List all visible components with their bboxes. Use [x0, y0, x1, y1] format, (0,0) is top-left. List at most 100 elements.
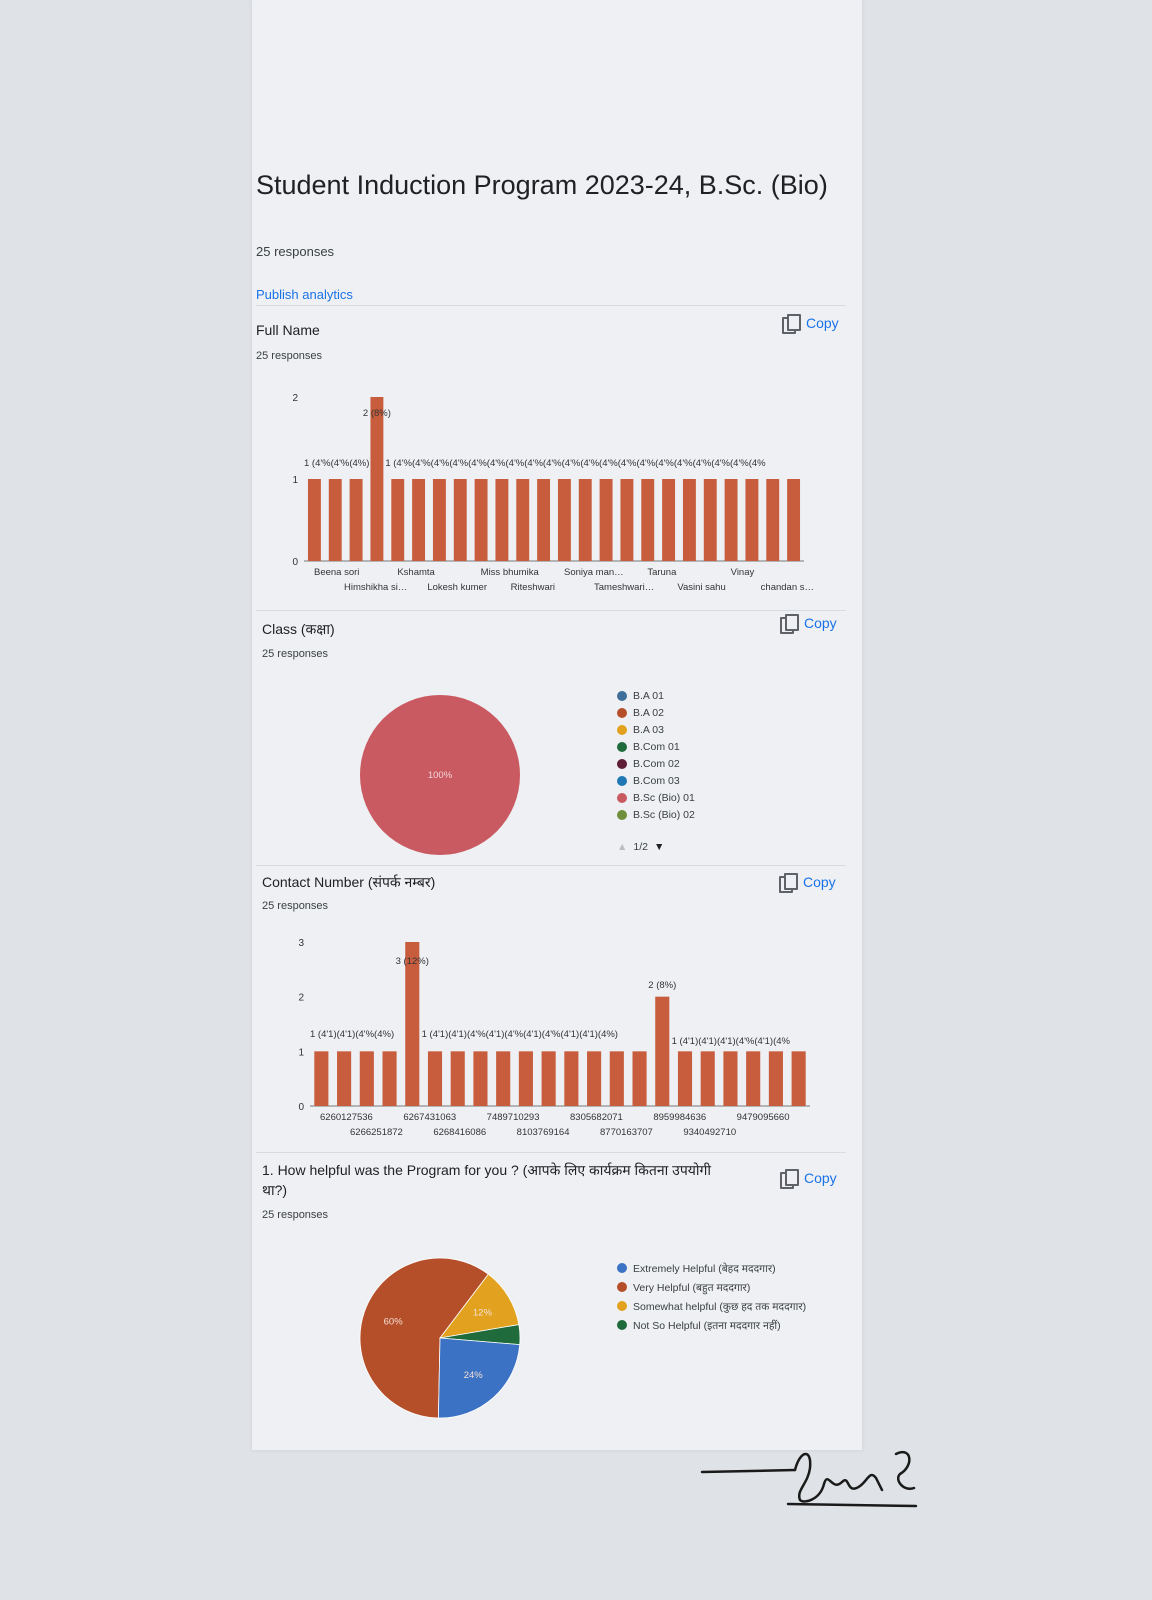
question-title-full-name: Full Name	[256, 322, 320, 338]
copy-chart-button-full-name[interactable]: Copy	[782, 314, 839, 334]
copy-label: Copy	[804, 615, 837, 631]
helpful-pie-chart: 60% 12% 24%	[359, 1257, 521, 1419]
full-name-bar-chart: 0 1 2 2 (8%) 1 (4'%(4'%(4%) 1 (4'%(4'%(4'%(4'…	[292, 393, 814, 593]
bar	[787, 479, 801, 561]
legend-swatch	[617, 1263, 627, 1273]
chevron-up-icon[interactable]: ▲	[617, 841, 628, 853]
question-responses-class: 25 responses	[262, 648, 329, 660]
handwritten-signature	[700, 1450, 918, 1508]
bar	[609, 1051, 624, 1106]
pie-slice	[360, 695, 520, 855]
legend-item: B.Com 02	[617, 758, 817, 770]
x-tick-label: 8103769164	[517, 1127, 570, 1138]
data-label: 1 (4'1)(4'1)(4'%(4'1)(4'%(4'1)(4'%(4'1)(…	[422, 1029, 618, 1040]
pie-slice	[437, 1337, 521, 1419]
bar	[766, 479, 780, 561]
copy-label: Copy	[804, 1170, 837, 1186]
legend-item: B.A 01	[617, 690, 817, 702]
legend-item: B.A 02	[617, 707, 817, 719]
legend-swatch	[617, 776, 627, 786]
bar	[723, 1051, 738, 1106]
question-responses-helpful: 25 responses	[262, 1209, 329, 1221]
bar	[662, 479, 676, 561]
legend-pager[interactable]: ▲ 1/2 ▼	[617, 841, 664, 853]
pie-slice	[359, 1257, 489, 1419]
legend-label: B.A 01	[633, 690, 664, 702]
bar	[564, 1051, 579, 1106]
legend-label: B.Com 03	[633, 775, 680, 787]
x-tick-label: chandan s…	[761, 582, 814, 593]
copy-icon	[782, 314, 801, 334]
legend-item: B.Com 01	[617, 741, 817, 753]
y-tick-label: 1	[298, 1047, 304, 1058]
bar	[405, 942, 420, 1106]
y-tick-label: 0	[298, 1102, 304, 1113]
chevron-down-icon[interactable]: ▼	[654, 841, 665, 853]
bar	[412, 479, 426, 561]
copy-chart-button-contact[interactable]: Copy	[779, 873, 836, 893]
bar	[599, 479, 613, 561]
bar	[518, 1051, 533, 1106]
data-label: 2 (8%)	[648, 980, 676, 991]
copy-chart-button-helpful[interactable]: Copy	[780, 1169, 837, 1189]
form-title: Student Induction Program 2023-24, B.Sc.…	[256, 170, 828, 200]
bar	[359, 1051, 374, 1106]
x-tick-label: Himshikha si…	[344, 582, 407, 593]
pie-slice	[439, 1273, 520, 1339]
legend-label: Very Helpful (बहुत मददगार)	[633, 1282, 751, 1294]
bar	[587, 1051, 602, 1106]
divider	[256, 610, 846, 611]
bar	[632, 1051, 647, 1106]
legend-swatch	[617, 691, 627, 701]
data-label: 1 (4'%(4'%(4%)	[304, 458, 369, 469]
copy-chart-button-class[interactable]: Copy	[780, 614, 837, 634]
legend-item: B.Sc (Bio) 02	[617, 809, 817, 821]
bar	[391, 479, 405, 561]
x-tick-label: Tameshwari…	[594, 582, 654, 593]
x-tick-label: Vinay	[731, 567, 755, 578]
question-responses-contact: 25 responses	[262, 900, 329, 912]
legend-label: B.Com 02	[633, 758, 680, 770]
class-legend: B.A 01 B.A 02 B.A 03 B.Com 01 B.Com 02 B.Com …	[617, 690, 817, 826]
bar	[620, 479, 634, 561]
copy-label: Copy	[803, 874, 836, 890]
legend-item: B.Sc (Bio) 01	[617, 792, 817, 804]
legend-item: B.A 03	[617, 724, 817, 736]
bar	[745, 479, 759, 561]
legend-item: Somewhat helpful (कुछ हद तक मददगार)	[617, 1300, 807, 1314]
bar	[700, 1051, 715, 1106]
pie-slice-label: 12%	[473, 1307, 493, 1318]
legend-label: Extremely Helpful (बेहद मददगार)	[633, 1263, 776, 1275]
bar	[349, 479, 363, 561]
publish-analytics-link[interactable]: Publish analytics	[256, 287, 353, 302]
y-tick-label: 0	[292, 557, 298, 568]
bar	[791, 1051, 806, 1106]
bar	[578, 479, 592, 561]
x-tick-label: 8959984636	[653, 1112, 706, 1123]
x-tick-label: Miss bhumika	[481, 567, 540, 578]
legend-label: B.Sc (Bio) 01	[633, 792, 695, 804]
x-tick-label: 6268416086	[433, 1127, 486, 1138]
copy-icon	[780, 614, 799, 634]
bar	[473, 1051, 488, 1106]
bar	[746, 1051, 761, 1106]
data-label: 3 (12%)	[396, 956, 429, 967]
bar	[337, 1051, 352, 1106]
legend-label: B.A 03	[633, 724, 664, 736]
bar	[703, 479, 717, 561]
data-label: 1 (4'1)(4'1)(4'%(4%)	[310, 1029, 394, 1040]
legend-swatch	[617, 793, 627, 803]
x-tick-label: 6260127536	[320, 1112, 373, 1123]
data-label: 1 (4'1)(4'1)(4'1)(4'%(4'1)(4%	[672, 1036, 791, 1047]
pie-slice-label: 24%	[464, 1370, 484, 1381]
x-tick-label: Vasini sahu	[677, 582, 725, 593]
legend-swatch	[617, 759, 627, 769]
bar	[328, 479, 342, 561]
y-tick-label: 3	[298, 938, 304, 949]
legend-item: Not So Helpful (इतना मददगार नहीं)	[617, 1319, 807, 1333]
bar	[382, 1051, 397, 1106]
legend-page-indicator: 1/2	[633, 841, 649, 853]
x-tick-label: 8305682071	[570, 1112, 623, 1123]
question-title-class: Class (कक्षा)	[262, 621, 335, 637]
bar	[677, 1051, 693, 1106]
